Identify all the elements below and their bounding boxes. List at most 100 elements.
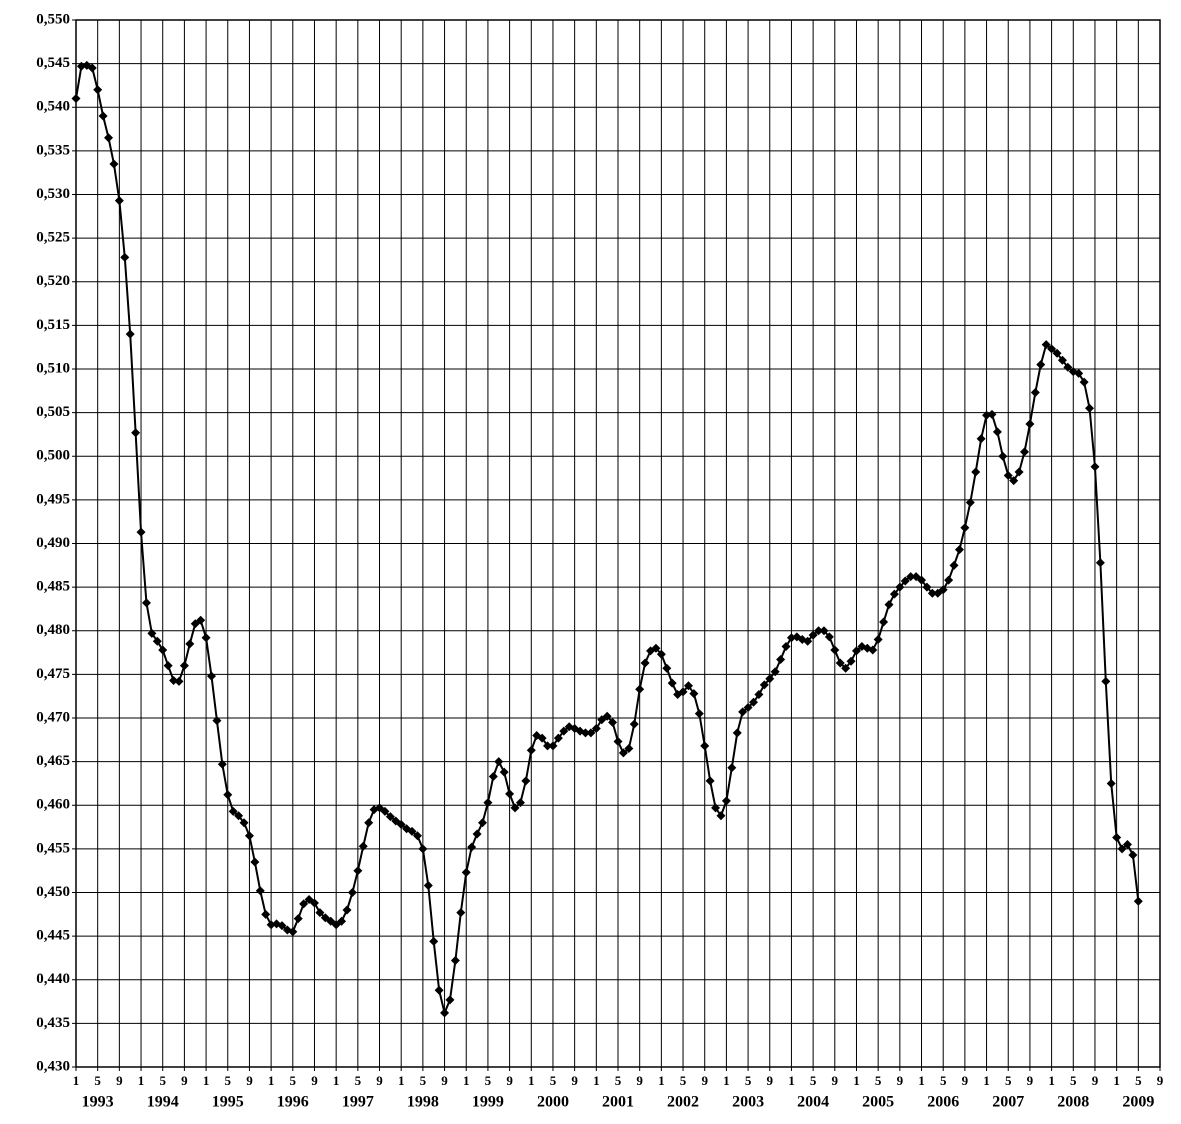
x-tick-label: 9 <box>1092 1073 1099 1088</box>
data-point <box>635 684 645 694</box>
x-tick-label: 1 <box>1048 1073 1055 1088</box>
x-tick-label: 5 <box>355 1073 362 1088</box>
data-point <box>478 818 487 828</box>
data-point <box>250 857 260 867</box>
data-point <box>830 645 840 655</box>
data-point <box>494 757 504 767</box>
data-point <box>786 633 796 643</box>
data-point <box>1009 476 1019 486</box>
data-point <box>201 633 211 643</box>
data-point <box>743 703 753 713</box>
data-point <box>803 636 813 646</box>
data-point <box>1128 850 1138 860</box>
data-point <box>461 867 471 877</box>
y-tick-label: 0,470 <box>36 709 70 725</box>
data-point <box>689 689 699 699</box>
data-point <box>337 916 347 926</box>
data-line <box>75 64 1140 1017</box>
data-point <box>467 842 477 852</box>
data-point <box>808 630 818 640</box>
data-point <box>293 914 303 924</box>
data-point <box>98 111 108 121</box>
y-tick-label: 0,465 <box>36 753 70 769</box>
x-tick-label: 9 <box>832 1073 839 1088</box>
y-tick-label: 0,460 <box>36 797 70 813</box>
data-point <box>608 717 618 727</box>
data-point <box>472 829 482 839</box>
y-tick-label: 0,515 <box>36 317 70 333</box>
data-point <box>927 588 937 598</box>
data-point <box>488 771 498 781</box>
data-point <box>851 646 861 656</box>
data-point <box>358 841 368 851</box>
data-point <box>824 632 834 642</box>
data-point <box>683 681 693 691</box>
data-point <box>1052 348 1062 358</box>
y-tick-label: 0,430 <box>36 1058 70 1074</box>
x-tick-label: 5 <box>810 1073 817 1088</box>
x-tick-label: 1 <box>788 1073 795 1088</box>
data-point <box>104 133 114 143</box>
data-point <box>694 709 704 719</box>
x-tick-label: 5 <box>225 1073 232 1088</box>
y-tick-label: 0,435 <box>36 1015 70 1031</box>
x-tick-label: 9 <box>1157 1073 1164 1088</box>
data-point <box>998 451 1008 461</box>
x-tick-label: 1 <box>138 1073 145 1088</box>
data-point <box>364 818 374 828</box>
data-point <box>1117 844 1127 854</box>
data-point <box>586 728 596 738</box>
data-point <box>1030 388 1040 398</box>
data-point <box>299 899 309 909</box>
x-tick-label: 1 <box>268 1073 275 1088</box>
y-tick-label: 0,545 <box>36 55 70 71</box>
data-point <box>884 600 894 610</box>
data-point <box>716 811 726 821</box>
data-point <box>315 908 325 918</box>
data-point <box>1047 344 1057 354</box>
data-point <box>1090 462 1100 472</box>
data-point <box>87 63 97 73</box>
data-point <box>255 886 265 896</box>
data-point <box>125 329 135 339</box>
data-point <box>131 428 141 438</box>
x-year-label: 1994 <box>147 1094 179 1111</box>
y-tick-label: 0,500 <box>36 448 70 464</box>
y-tick-label: 0,475 <box>36 666 70 682</box>
x-tick-label: 9 <box>181 1073 188 1088</box>
data-point <box>917 575 927 585</box>
data-point <box>873 634 883 644</box>
x-tick-label: 9 <box>376 1073 383 1088</box>
data-point <box>1063 362 1073 372</box>
x-tick-label: 1 <box>528 1073 535 1088</box>
data-point <box>770 667 780 677</box>
data-point <box>640 658 650 668</box>
data-point <box>846 656 856 666</box>
data-point <box>152 636 162 646</box>
data-point <box>114 196 124 206</box>
y-tick-label: 0,520 <box>36 273 70 289</box>
data-point <box>141 598 151 608</box>
data-point <box>423 881 433 891</box>
x-tick-label: 1 <box>333 1073 340 1088</box>
x-tick-label: 9 <box>246 1073 253 1088</box>
data-point <box>711 803 721 813</box>
data-point <box>624 744 634 754</box>
x-tick-label: 9 <box>767 1073 774 1088</box>
y-tick-label: 0,535 <box>36 142 70 158</box>
data-point <box>727 763 737 773</box>
data-point <box>1079 377 1089 387</box>
data-point <box>385 812 395 822</box>
data-point <box>987 409 997 419</box>
data-point <box>1101 676 1111 686</box>
data-point <box>922 582 932 592</box>
y-tick-label: 0,540 <box>36 99 70 115</box>
data-point <box>120 252 130 262</box>
x-year-label: 2006 <box>927 1094 959 1111</box>
x-tick-label: 1 <box>463 1073 470 1088</box>
data-point <box>721 796 731 806</box>
data-point <box>543 741 553 751</box>
data-point <box>982 410 992 420</box>
data-point <box>765 674 775 684</box>
data-point <box>559 726 569 736</box>
